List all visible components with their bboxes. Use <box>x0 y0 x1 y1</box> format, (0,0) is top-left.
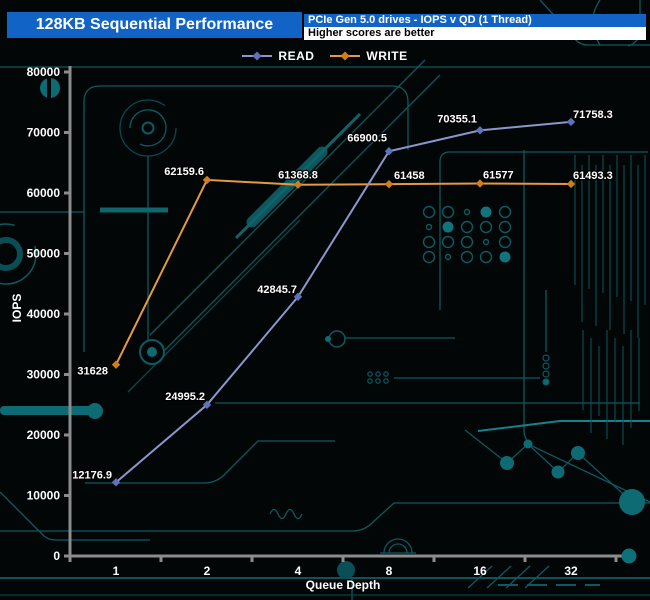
series-line <box>115 120 572 484</box>
y-tick-label: 30000 <box>27 368 61 382</box>
legend-item-read: READ <box>242 49 314 63</box>
circuit-pad <box>460 220 474 234</box>
y-tick-label: 20000 <box>27 428 61 442</box>
axes <box>64 66 622 562</box>
circuit-pad <box>479 250 493 264</box>
circuit-pad <box>499 251 511 263</box>
chart-title: 128KB Sequential Performance <box>35 16 274 33</box>
circuit-pad <box>444 253 452 261</box>
circuit-hatch <box>486 565 512 589</box>
legend: READ WRITE <box>0 48 650 64</box>
circuit-pad <box>441 235 455 249</box>
circuit-pad <box>542 378 550 386</box>
data-point-label: 24995.2 <box>165 391 205 403</box>
y-tick-label: 50000 <box>27 247 61 261</box>
data-point-label: 61577 <box>483 169 514 181</box>
circuit-pad <box>460 250 474 264</box>
circuit-pad <box>375 378 381 384</box>
circuit-pad <box>480 206 492 218</box>
circuit-pad <box>367 378 373 384</box>
circuit-pad <box>441 205 455 219</box>
y-tick-label: 80000 <box>27 65 61 79</box>
y-tick-label: 0 <box>53 549 60 563</box>
circuit-pad <box>422 235 436 249</box>
data-point-label: 12176.9 <box>72 469 112 481</box>
series-read: 12176.9 24995.2 42845.7 66900.5 70355.1 71758… <box>71 108 614 487</box>
circuit-pad <box>498 205 512 219</box>
circuit-pad <box>463 208 471 216</box>
circuit-pad <box>422 250 436 264</box>
circuit-pad <box>498 235 512 249</box>
legend-label-read: READ <box>278 49 315 63</box>
axis-end-dot <box>621 548 637 564</box>
circuit-hatch <box>467 565 493 589</box>
axis-line <box>68 66 622 558</box>
data-point-marker <box>384 179 394 189</box>
circuit-generated <box>367 155 646 589</box>
data-point-label: 66900.5 <box>347 132 387 144</box>
data-point-label: 61493.3 <box>573 170 613 182</box>
legend-label-write: WRITE <box>366 49 408 63</box>
data-point-marker <box>566 117 576 127</box>
circuit-pad <box>460 235 474 249</box>
x-tick-label: 2 <box>204 564 211 578</box>
data-point-marker <box>566 179 576 189</box>
x-axis-title: Queue Depth <box>306 578 381 592</box>
circuit-pad <box>375 371 381 377</box>
series-write: 31628 62159.6 61368.8 61458 61577 61493.3 <box>76 165 614 379</box>
circuit-pad <box>498 220 512 234</box>
x-tick-label: 32 <box>564 564 578 578</box>
circuit-pad <box>425 223 433 231</box>
data-point-marker <box>475 126 485 135</box>
y-tick-label: 40000 <box>27 307 61 321</box>
legend-item-write: WRITE <box>330 49 407 63</box>
y-axis-title: IOPS <box>10 294 24 323</box>
data-point-label: 42845.7 <box>257 284 297 296</box>
x-tick-label: 16 <box>473 564 487 578</box>
circuit-pad <box>383 378 389 384</box>
circuit-pad <box>482 238 490 246</box>
y-tick-label: 10000 <box>27 489 61 503</box>
circuit-pad <box>542 354 550 362</box>
data-point-label: 31628 <box>77 366 108 378</box>
data-point-label: 62159.6 <box>164 166 204 178</box>
data-point-label: 71758.3 <box>573 109 613 121</box>
circuit-pad <box>542 362 550 370</box>
circuit-hatch <box>524 565 550 589</box>
chart-note: Higher scores are better <box>304 27 646 40</box>
circuit-pad <box>383 371 389 377</box>
circuit-pad <box>479 220 493 234</box>
y-tick-label: 70000 <box>27 126 61 140</box>
data-point-marker <box>111 360 121 369</box>
x-tick-label: 8 <box>386 564 393 578</box>
circuit-pad <box>367 371 373 377</box>
data-point-label: 61458 <box>394 170 425 182</box>
data-point-label: 70355.1 <box>437 113 477 125</box>
chart-subheader: PCIe Gen 5.0 drives - IOPS v QD (1 Threa… <box>304 14 646 40</box>
data-point-label: 61368.8 <box>278 170 318 182</box>
series-line <box>115 178 572 366</box>
x-tick-label: 1 <box>113 564 120 578</box>
data-point-marker <box>202 400 212 409</box>
write-legend-marker <box>330 51 361 61</box>
circuit-pad <box>442 221 454 233</box>
x-tick-label: 4 <box>295 564 302 578</box>
chart-subtitle: PCIe Gen 5.0 drives - IOPS v QD (1 Threa… <box>304 14 646 27</box>
circuit-pad <box>542 370 550 378</box>
data-point-marker <box>293 292 303 301</box>
data-point-marker <box>202 175 212 185</box>
chart-title-box: 128KB Sequential Performance <box>7 12 302 38</box>
circuit-pad <box>422 205 436 219</box>
circuit-hatch <box>505 565 531 589</box>
y-tick-label: 60000 <box>27 186 61 200</box>
data-point-marker <box>475 179 485 188</box>
data-point-marker <box>384 147 394 156</box>
data-point-marker <box>293 180 303 189</box>
read-legend-marker <box>242 51 273 61</box>
data-point-marker <box>111 478 121 487</box>
